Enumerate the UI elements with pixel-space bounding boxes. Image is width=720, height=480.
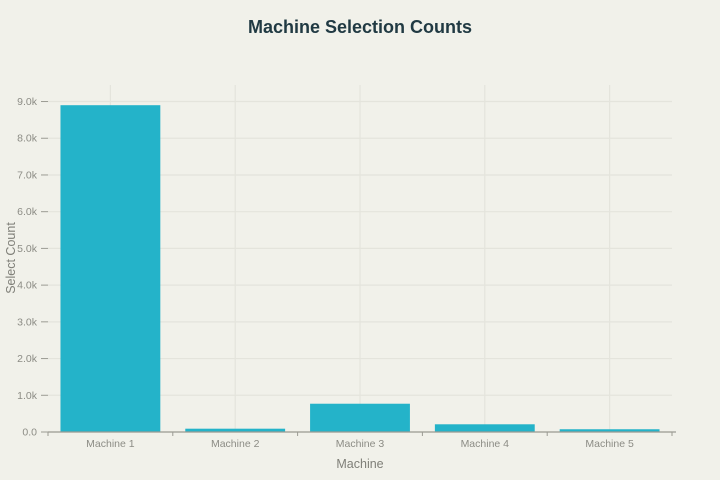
y-axis-title: Select Count bbox=[4, 222, 18, 294]
y-tick-label: 4.0k bbox=[17, 280, 38, 292]
y-tick-label: 7.0k bbox=[17, 169, 38, 181]
tick-labels: 0.0 1.0k 2.0k 3.0k 4.0k 5.0k 6.0k 7.0k 8.0k 9.0k M… bbox=[17, 96, 634, 450]
y-tick-label: 5.0k bbox=[17, 243, 38, 255]
y-tick-label: 1.0k bbox=[17, 390, 38, 402]
x-tick-label: Machine 4 bbox=[461, 438, 510, 450]
y-tick-label: 9.0k bbox=[17, 96, 38, 108]
bar-machine-5[interactable] bbox=[559, 429, 660, 432]
y-tick-label: 0.0 bbox=[22, 427, 37, 439]
y-tick-label: 2.0k bbox=[17, 353, 38, 365]
axes bbox=[41, 101, 676, 436]
chart-title: Machine Selection Counts bbox=[248, 17, 472, 37]
y-tick-label: 8.0k bbox=[17, 133, 38, 145]
y-tick-label: 3.0k bbox=[17, 316, 38, 328]
x-tick-label: Machine 5 bbox=[585, 438, 634, 450]
x-axis-title: Machine bbox=[336, 457, 383, 471]
bar-machine-1[interactable] bbox=[60, 105, 161, 432]
bar-machine-4[interactable] bbox=[434, 424, 535, 432]
y-tick-label: 6.0k bbox=[17, 206, 38, 218]
bars bbox=[60, 105, 660, 432]
x-tick-label: Machine 2 bbox=[211, 438, 260, 450]
x-tick-label: Machine 3 bbox=[336, 438, 385, 450]
x-tick-label: Machine 1 bbox=[86, 438, 135, 450]
bar-machine-2[interactable] bbox=[185, 428, 286, 432]
bar-machine-3[interactable] bbox=[310, 403, 410, 432]
